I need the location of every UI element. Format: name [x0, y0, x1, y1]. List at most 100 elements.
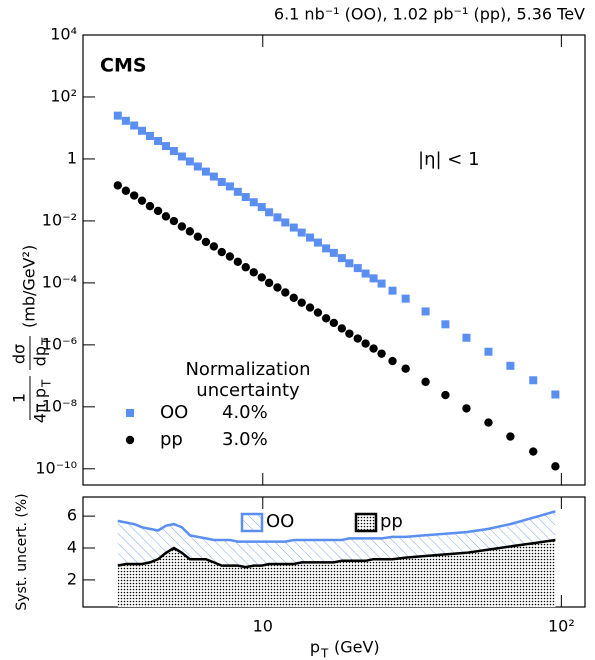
point — [313, 308, 323, 317]
point — [551, 462, 560, 471]
point — [377, 349, 386, 358]
label-part: dσ — [10, 344, 29, 364]
point — [401, 364, 410, 373]
point — [233, 187, 242, 196]
y-tick-label: 10⁻⁸ — [42, 396, 77, 415]
legend-label: pp — [380, 511, 403, 532]
y-tick-label: 10⁻¹⁰ — [35, 458, 77, 477]
y-tick-label: 10⁻⁴ — [42, 272, 77, 291]
point — [113, 181, 123, 190]
point — [241, 263, 250, 272]
point — [313, 238, 322, 247]
y-tick-label: 10⁴ — [50, 25, 77, 44]
annotation: |η| < 1 — [418, 149, 480, 170]
line — [117, 538, 556, 569]
y-tick-label: 10⁻⁶ — [42, 334, 77, 353]
point — [329, 248, 338, 257]
label-part: T — [40, 337, 54, 346]
point — [273, 283, 282, 292]
legend-title: uncertainty — [196, 380, 300, 401]
legend-value: 4.0% — [222, 402, 268, 423]
legend-label: OO — [160, 402, 188, 423]
header: 6.1 nb⁻¹ (OO), 1.02 pb⁻¹ (pp), 5.36 TeV — [274, 5, 585, 24]
point — [201, 167, 210, 176]
point — [257, 203, 266, 212]
point — [169, 147, 178, 156]
point — [185, 157, 194, 166]
point — [388, 356, 397, 366]
point — [441, 320, 450, 329]
legend-marker — [125, 435, 135, 445]
point — [306, 233, 315, 242]
legend-value: 3.0% — [222, 429, 268, 450]
point — [388, 286, 397, 295]
point — [233, 257, 243, 266]
x-axis-label: T — [320, 647, 329, 660]
point — [329, 318, 339, 328]
point — [369, 274, 378, 283]
point — [241, 193, 250, 202]
y-tick-label: 6 — [67, 506, 77, 525]
point — [121, 186, 131, 195]
point — [225, 182, 234, 191]
point — [161, 212, 171, 221]
point — [281, 288, 290, 297]
point — [130, 121, 139, 130]
y-tick-label: 1 — [67, 148, 77, 167]
point — [345, 329, 354, 338]
label-part: 4π p — [31, 388, 50, 423]
point — [353, 264, 362, 273]
point — [201, 237, 211, 247]
point — [462, 404, 471, 413]
point — [462, 333, 471, 342]
label-part: T — [40, 379, 54, 388]
point — [217, 247, 226, 257]
point — [421, 307, 430, 316]
lower-y-axis-label: Syst. uncert. (%) — [14, 493, 30, 610]
point — [257, 273, 266, 282]
upper-frame — [82, 34, 586, 486]
point — [209, 172, 218, 181]
line — [117, 510, 556, 543]
y-tick-label: 4 — [67, 538, 77, 557]
point — [297, 298, 306, 307]
point — [169, 216, 179, 226]
point — [321, 314, 331, 323]
point — [154, 136, 163, 145]
point — [337, 254, 346, 263]
legend-label: pp — [160, 429, 183, 450]
point — [177, 152, 186, 161]
point — [145, 132, 154, 141]
point — [225, 252, 235, 261]
point — [249, 198, 258, 207]
point — [209, 242, 219, 251]
x-axis-label: (GeV) — [334, 638, 380, 657]
legend-title: Normalization — [185, 359, 310, 380]
point — [113, 111, 122, 120]
legend-swatch — [354, 512, 378, 533]
point — [484, 418, 493, 427]
experiment: CMS — [100, 55, 147, 77]
point — [281, 218, 290, 227]
area — [117, 540, 556, 607]
point — [193, 162, 202, 171]
x-tick-label: 10² — [548, 617, 575, 636]
y-axis-label: 1 4π p T dσ dp T (mb/GeV²) — [10, 245, 54, 423]
point — [401, 294, 410, 303]
point — [129, 191, 139, 200]
point — [529, 447, 538, 456]
point — [273, 213, 282, 222]
point — [529, 376, 538, 385]
point — [322, 244, 331, 253]
point — [441, 390, 450, 400]
point — [337, 324, 347, 333]
point — [305, 303, 315, 312]
point — [153, 206, 163, 216]
point — [551, 390, 560, 399]
point — [297, 228, 306, 237]
point — [265, 208, 274, 217]
point — [145, 201, 155, 211]
point — [193, 232, 203, 241]
point — [289, 223, 298, 232]
